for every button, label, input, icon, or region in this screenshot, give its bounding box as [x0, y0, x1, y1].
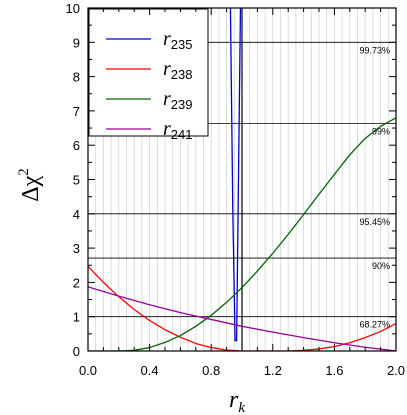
y-tick-label: 6	[73, 138, 80, 153]
legend-entry: r235	[163, 28, 193, 52]
legend-entry: r241	[163, 118, 193, 142]
reference-label: 68.27%	[359, 320, 390, 330]
x-tick-label: 0.0	[79, 363, 97, 378]
axis-ticks	[87, 7, 397, 352]
series-line-241	[88, 286, 396, 351]
x-tick-label: 1.2	[264, 363, 282, 378]
reference-labels: 68.27% 90% 95.45% 99% 99.73%	[359, 45, 390, 329]
y-tick-label: 10	[66, 1, 80, 16]
x-tick-label: 0.4	[141, 363, 159, 378]
x-axis-title: rk	[229, 387, 245, 415]
x-tick-label: 1.6	[325, 363, 343, 378]
y-tick-label: 2	[73, 275, 80, 290]
y-tick-label: 3	[73, 241, 80, 256]
y-tick-label: 0	[73, 344, 80, 359]
reference-label: 99.73%	[359, 45, 390, 55]
reference-label: 99%	[372, 127, 390, 137]
x-tick-label: 0.8	[202, 363, 220, 378]
legend: r235 r238 r239 r241	[88, 8, 209, 142]
legend-entry: r238	[163, 58, 193, 82]
y-tick-label: 7	[73, 104, 80, 119]
y-tick-label: 8	[73, 70, 80, 85]
reference-label: 90%	[372, 261, 390, 271]
series-lines	[88, 8, 396, 351]
legend-entry: r239	[163, 88, 193, 112]
legend-box	[88, 8, 209, 137]
y-axis-title: Δχ2	[16, 168, 44, 202]
reference-label: 95.45%	[359, 217, 390, 227]
y-tick-label: 5	[73, 173, 80, 188]
x-tick-labels: 0.0 0.4 0.8 1.2 1.6 2.0	[79, 363, 405, 378]
y-tick-labels: 0 1 2 3 4 5 6 7 8 9 10	[66, 1, 80, 359]
series-line-235	[229, 8, 242, 342]
y-tick-label: 1	[73, 310, 80, 325]
y-tick-label: 4	[73, 207, 80, 222]
x-tick-label: 2.0	[387, 363, 405, 378]
series-line-239	[88, 117, 396, 351]
y-tick-label: 9	[73, 35, 80, 50]
